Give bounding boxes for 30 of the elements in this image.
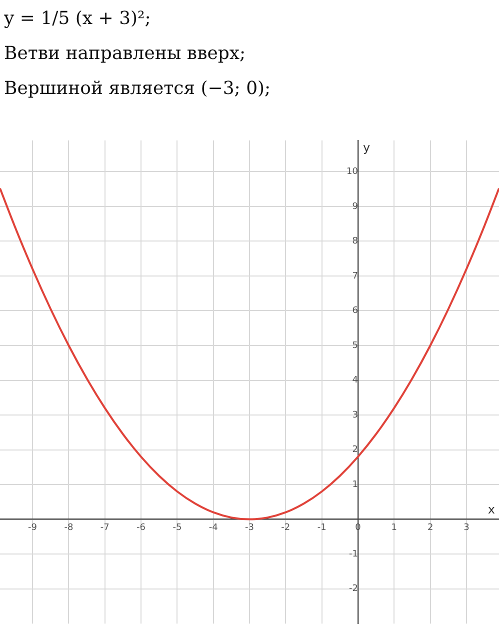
y-tick-label: 9	[352, 202, 358, 212]
x-tick-label: -3	[245, 523, 254, 534]
x-tick-label: -4	[208, 523, 218, 534]
y-tick-label: 6	[352, 306, 358, 316]
y-tick-label: 5	[352, 340, 358, 351]
line-series	[0, 187, 499, 520]
y-tick-label: 10	[346, 167, 358, 178]
y-axis-title: y	[362, 140, 370, 155]
y-tick-label: 3	[352, 410, 358, 420]
chart-title: y = 1/5 (x + 3)²;	[4, 8, 152, 29]
y-tick-label: 7	[352, 271, 358, 282]
y-tick-label: 4	[352, 376, 358, 386]
x-tick-label: -1	[317, 523, 326, 534]
x-axis-title: x	[488, 502, 495, 516]
x-tick-label: 1	[391, 523, 398, 534]
x-tick-label: 2	[427, 523, 434, 534]
y-tick-label: 2	[352, 445, 358, 456]
x-tick-label: -5	[172, 523, 182, 534]
x-tick-label: -8	[64, 523, 74, 534]
x-tick-label: -9	[28, 523, 38, 534]
x-tick-label: -6	[136, 523, 146, 534]
text: Вершиной является (−3; 0);	[4, 78, 272, 99]
x-tick-label: -7	[100, 523, 110, 534]
chart-subtitle: Ветви направлены вверх;	[4, 43, 247, 64]
x-tick-label: -2	[281, 523, 290, 534]
y-tick-label: -1	[348, 549, 358, 560]
x-tick-label: 3	[464, 523, 470, 534]
y-tick-label: -2	[348, 584, 358, 594]
y-tick-label: 1	[352, 480, 358, 490]
y-tick-label: 8	[352, 236, 358, 247]
